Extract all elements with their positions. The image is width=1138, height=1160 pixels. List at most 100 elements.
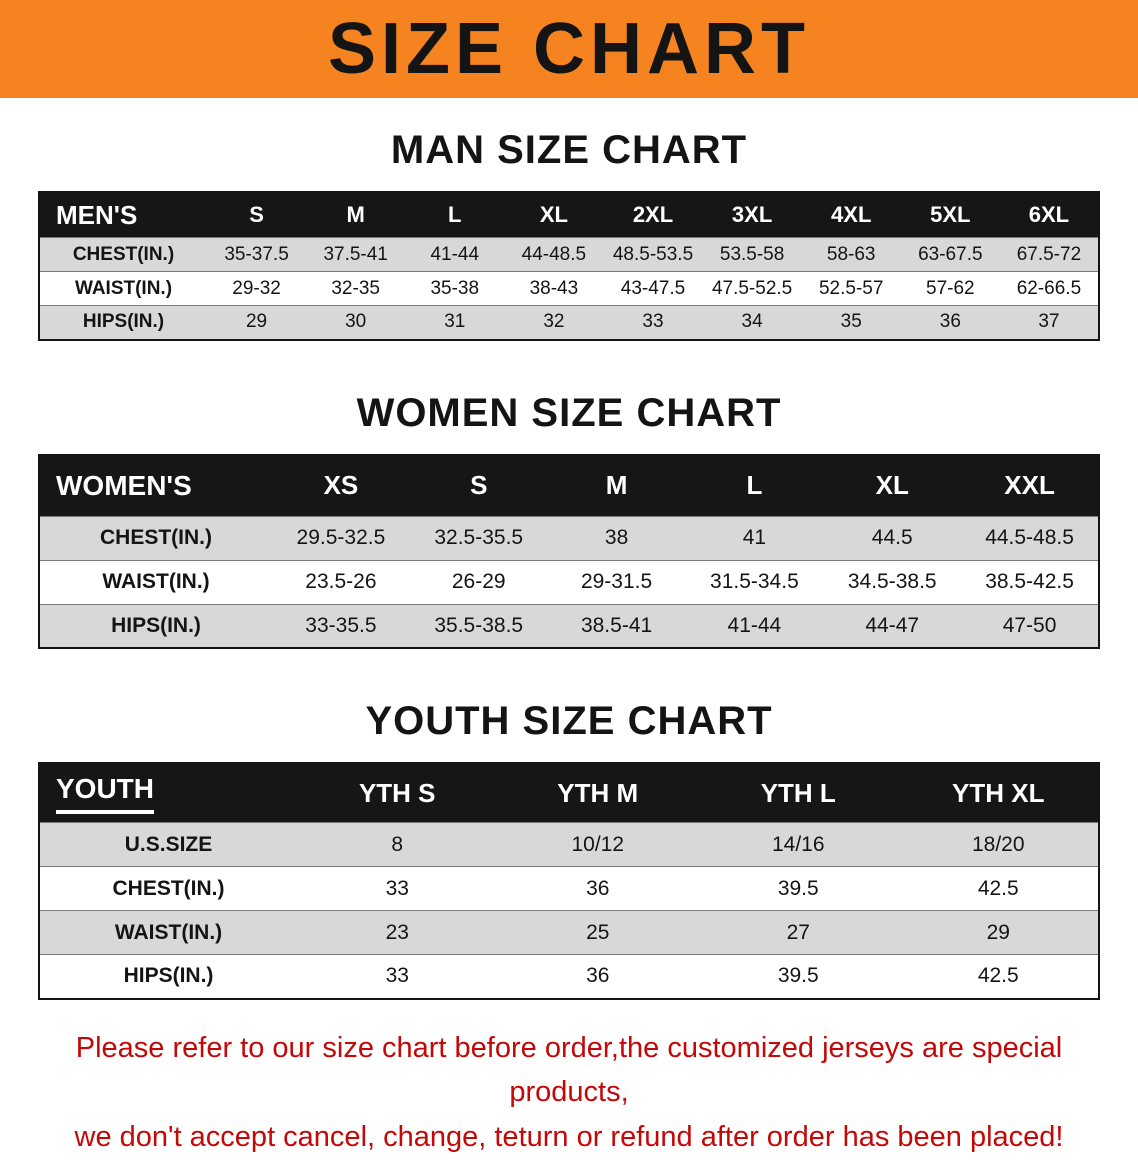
- footer-note: Please refer to our size chart before or…: [14, 1026, 1124, 1160]
- column-header: YTH M: [498, 763, 699, 823]
- size-value-cell: 33: [297, 867, 498, 911]
- size-value-cell: 29.5-32.5: [272, 516, 410, 560]
- size-value-cell: 37: [1000, 306, 1099, 340]
- size-value-cell: 14/16: [698, 823, 899, 867]
- column-header: 2XL: [603, 192, 702, 238]
- size-value-cell: 27: [698, 911, 899, 955]
- size-value-cell: 23.5-26: [272, 560, 410, 604]
- column-header: XL: [823, 455, 961, 517]
- column-header: 6XL: [1000, 192, 1099, 238]
- size-value-cell: 63-67.5: [901, 238, 1000, 272]
- size-value-cell: 34: [703, 306, 802, 340]
- size-value-cell: 38-43: [504, 272, 603, 306]
- row-label: CHEST(IN.): [39, 238, 207, 272]
- size-value-cell: 48.5-53.5: [603, 238, 702, 272]
- size-value-cell: 30: [306, 306, 405, 340]
- column-header: M: [548, 455, 686, 517]
- youth-label-underline: YOUTH: [56, 773, 154, 814]
- row-label: WAIST(IN.): [39, 911, 297, 955]
- size-value-cell: 41-44: [405, 238, 504, 272]
- column-header: S: [207, 192, 306, 238]
- size-value-cell: 42.5: [899, 867, 1100, 911]
- size-value-cell: 53.5-58: [703, 238, 802, 272]
- row-label: U.S.SIZE: [39, 823, 297, 867]
- size-value-cell: 29: [207, 306, 306, 340]
- size-value-cell: 52.5-57: [802, 272, 901, 306]
- size-value-cell: 37.5-41: [306, 238, 405, 272]
- size-value-cell: 29-32: [207, 272, 306, 306]
- column-header: L: [405, 192, 504, 238]
- size-value-cell: 34.5-38.5: [823, 560, 961, 604]
- size-value-cell: 8: [297, 823, 498, 867]
- size-value-cell: 58-63: [802, 238, 901, 272]
- size-value-cell: 44-47: [823, 604, 961, 648]
- size-value-cell: 35-38: [405, 272, 504, 306]
- size-value-cell: 57-62: [901, 272, 1000, 306]
- footer-note-line-2: we don't accept cancel, change, teturn o…: [14, 1115, 1124, 1160]
- size-value-cell: 33: [297, 955, 498, 999]
- size-value-cell: 41-44: [685, 604, 823, 648]
- size-value-cell: 32-35: [306, 272, 405, 306]
- size-value-cell: 10/12: [498, 823, 699, 867]
- size-value-cell: 36: [498, 955, 699, 999]
- row-label: HIPS(IN.): [39, 955, 297, 999]
- men-table-label: MEN'S: [39, 192, 207, 238]
- column-header: XXL: [961, 455, 1099, 517]
- size-value-cell: 39.5: [698, 955, 899, 999]
- youth-table-label: YOUTH: [39, 763, 297, 823]
- size-value-cell: 23: [297, 911, 498, 955]
- column-header: 3XL: [703, 192, 802, 238]
- women-section-heading: WOMEN SIZE CHART: [0, 391, 1138, 436]
- size-chart-banner: SIZE CHART: [0, 0, 1138, 98]
- size-value-cell: 44-48.5: [504, 238, 603, 272]
- size-value-cell: 33: [603, 306, 702, 340]
- size-value-cell: 32.5-35.5: [410, 516, 548, 560]
- size-value-cell: 18/20: [899, 823, 1100, 867]
- size-value-cell: 26-29: [410, 560, 548, 604]
- size-value-cell: 41: [685, 516, 823, 560]
- column-header: S: [410, 455, 548, 517]
- column-header: L: [685, 455, 823, 517]
- size-value-cell: 47-50: [961, 604, 1099, 648]
- row-label: WAIST(IN.): [39, 560, 272, 604]
- size-value-cell: 38: [548, 516, 686, 560]
- size-value-cell: 31.5-34.5: [685, 560, 823, 604]
- size-value-cell: 36: [498, 867, 699, 911]
- size-value-cell: 29: [899, 911, 1100, 955]
- column-header: XS: [272, 455, 410, 517]
- size-value-cell: 44.5-48.5: [961, 516, 1099, 560]
- size-value-cell: 47.5-52.5: [703, 272, 802, 306]
- size-value-cell: 62-66.5: [1000, 272, 1099, 306]
- row-label: WAIST(IN.): [39, 272, 207, 306]
- column-header: 5XL: [901, 192, 1000, 238]
- size-value-cell: 43-47.5: [603, 272, 702, 306]
- row-label: CHEST(IN.): [39, 516, 272, 560]
- column-header: YTH XL: [899, 763, 1100, 823]
- size-value-cell: 35: [802, 306, 901, 340]
- size-value-cell: 42.5: [899, 955, 1100, 999]
- row-label: HIPS(IN.): [39, 306, 207, 340]
- column-header: XL: [504, 192, 603, 238]
- size-value-cell: 38.5-42.5: [961, 560, 1099, 604]
- women-table-label: WOMEN'S: [39, 455, 272, 517]
- size-value-cell: 25: [498, 911, 699, 955]
- size-value-cell: 67.5-72: [1000, 238, 1099, 272]
- size-value-cell: 39.5: [698, 867, 899, 911]
- footer-note-line-1: Please refer to our size chart before or…: [14, 1026, 1124, 1116]
